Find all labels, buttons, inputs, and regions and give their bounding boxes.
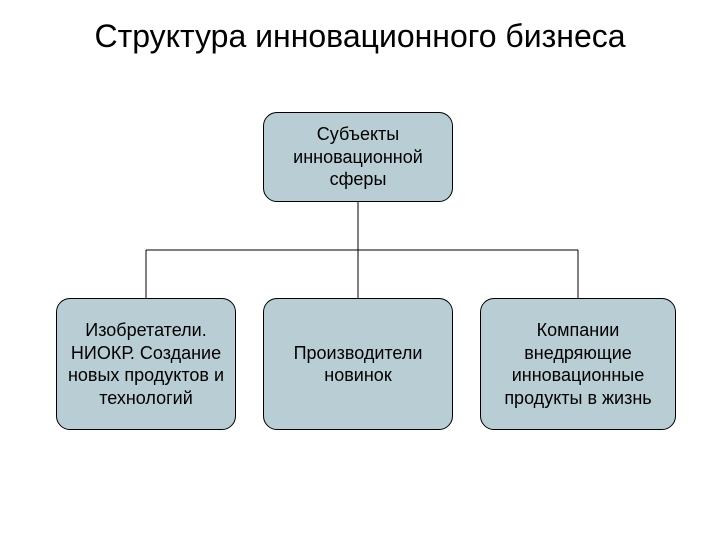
node-child-companies: Компании внедряющие инновационные продук…: [480, 298, 676, 430]
node-root-label: Субъекты инновационной сферы: [270, 123, 446, 191]
node-child3-label: Компании внедряющие инновационные продук…: [487, 319, 669, 409]
page-title: Структура инновационного бизнеса: [0, 0, 720, 55]
node-child1-label: Изобретатели. НИОКР. Создание новых прод…: [63, 319, 229, 409]
node-child2-label: Производители новинок: [270, 342, 446, 387]
node-child-producers: Производители новинок: [263, 298, 453, 430]
node-child-inventors: Изобретатели. НИОКР. Создание новых прод…: [56, 298, 236, 430]
node-root: Субъекты инновационной сферы: [263, 112, 453, 202]
connector-lines: [0, 0, 720, 540]
